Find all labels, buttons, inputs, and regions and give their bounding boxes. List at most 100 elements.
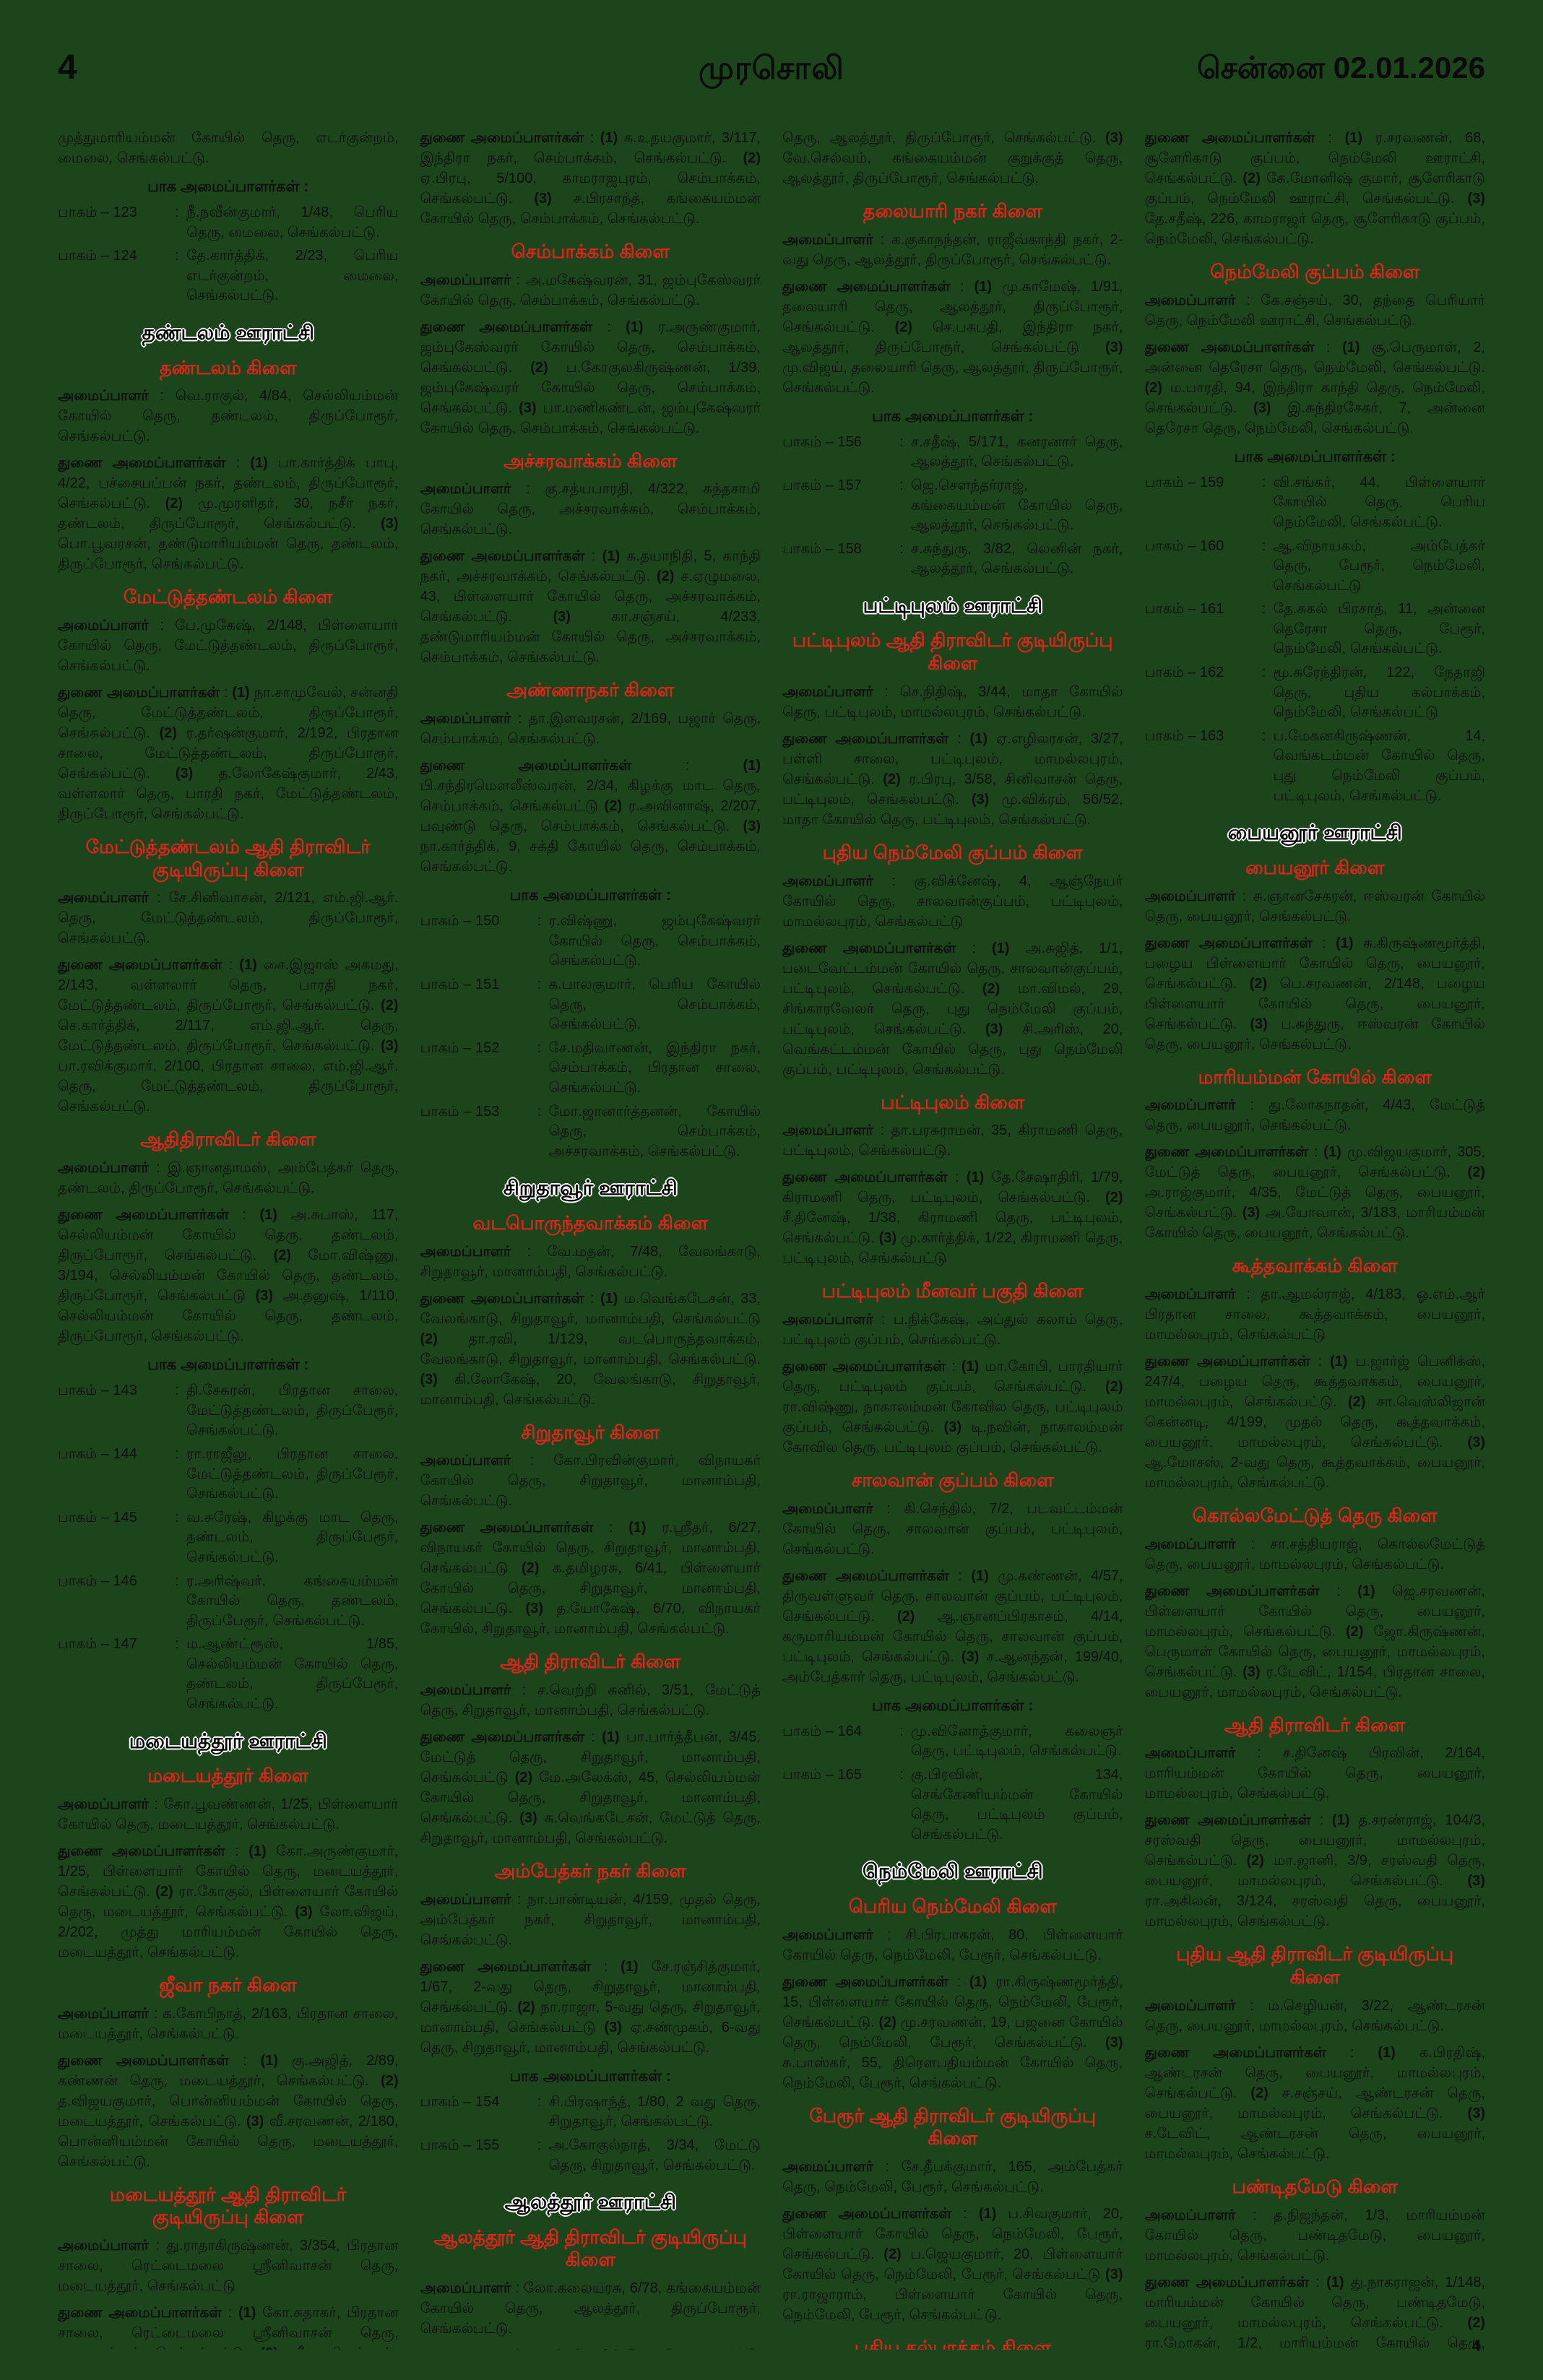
part-text: தே.சுகல் பிரசாத், 11, அன்னை தெரேசா தெரு,… [1273, 601, 1486, 657]
organizer-para: அமைப்பாளர் : சி.பிரபாகரன், 80, பிள்ளையார… [782, 1926, 1123, 1963]
organizer-para: அமைப்பாளர் : சா.சத்தியராஜ், கொல்லமேட்டுத… [1144, 1536, 1486, 1572]
branch-heading: ஆதி திராவிடர் கிளை [500, 1650, 681, 1673]
part-row: பாகம் – 155: அ.கோகுல்நாத், 3/34, மேட்டு த… [420, 2136, 761, 2176]
part-row: பாகம் – 143: தி.சேகரன், பிரதான சாலை, மேட்… [58, 1381, 399, 1441]
part-colon: : [1261, 727, 1266, 744]
branch-heading: கொல்லமேட்டுத் தெரு கிளை [1192, 1504, 1438, 1526]
part-row: பாகம் – 152: சே.மதிவாணன், இந்திரா நகர், ச… [420, 1039, 761, 1099]
footer-page-number: 4 [1471, 2337, 1481, 2355]
part-text: கு.பிரவின், 134, செங்கேணியம்மன் கோயில் த… [911, 1766, 1123, 1843]
branch-heading: பையனூர் கிளை [1245, 856, 1385, 878]
organizer-para: அமைப்பாளர் : கே.சஞ்சய், 30, தந்தை பெரியா… [1144, 292, 1486, 329]
part-colon: : [899, 1766, 904, 1783]
part-number: பாகம் – 146 [58, 1572, 137, 1589]
organizer-para: அமைப்பாளர் : கி.செந்தில், 7/2, படவட்டம்ம… [782, 1500, 1123, 1557]
part-row: பாகம் – 158: ச.சுந்துரு, 3/82, லெனின் நகர… [782, 540, 1123, 579]
part-text: மு.வினோத்குமார், கலைஞர் தெரு, பட்டிபுலம்… [911, 1723, 1123, 1760]
part-colon: : [537, 2093, 542, 2110]
organizer-para: அமைப்பாளர் : தா.இளவரசன், 2/169, பஜார் தெ… [420, 711, 761, 748]
organizer-para: அமைப்பாளர் : கு.விக்னேஷ், 4, ஆஞ்நேயர் கோ… [782, 873, 1123, 930]
deputy-para: துணை அமைப்பாளர்கள் : (1) சை.இஜாஸ் அகமது,… [58, 957, 399, 1115]
organizer-para: அமைப்பாளர் : தா.ஆமல்ராஜ், 4/183, ஓ.எம்.ஆ… [1144, 1286, 1486, 1343]
deputy-para: துணை அமைப்பாளர்கள் : (1) க.தயாநிதி, 5, க… [420, 548, 761, 666]
part-colon: : [175, 204, 179, 220]
part-text: மோ.ஜானார்த்தனன், கோயில் தெரு, செம்பாக்கம… [548, 1103, 761, 1159]
organizer-para: அமைப்பாளர் : வெ.ராகுல், 4/84, செல்லியம்ம… [58, 388, 399, 445]
part-number: பாகம் – 124 [58, 248, 137, 264]
branch-heading: அச்சரவாக்கம் கிளை [503, 449, 678, 472]
organizer-para: அமைப்பாளர் : கு.சத்யபாரதி, 4/322, கந்தசா… [420, 481, 761, 538]
part-row: பாகம் – 163: ப.மேகனகிருஷ்ணன், 14, வெங்கடம… [1145, 727, 1486, 806]
part-row: பாகம் – 151: க.பாலகுமார், பெரிய கோயில் தெ… [420, 975, 761, 1035]
branch-heading: செம்பாக்கம் கிளை [511, 241, 670, 262]
part-text: வ.சுரேஷ், கிழக்கு மாட தெரு, தண்டலம், திர… [186, 1509, 399, 1565]
page-header: 4 முரசொலி சென்னை 02.01.2026 [58, 48, 1485, 98]
deputy-para: துணை அமைப்பாளர்கள் : (1) பி.சந்திரமௌலீஸ்… [420, 758, 761, 875]
organizer-para: அமைப்பாளர் : தா.பரசுராமன், 35, கிராமணி த… [782, 1122, 1123, 1159]
part-number: பாகம் – 151 [420, 976, 500, 992]
column-1: முத்துமாரியம்மன் கோயில் தெரு, எடர்குன்றம… [58, 121, 399, 2350]
part-row: பாகம் – 146: ர.அரிஷ்வர், கங்கையம்மன் கோயி… [58, 1572, 399, 1632]
part-organizers-label: பாக அமைப்பாளர்கள் : [147, 178, 309, 195]
part-colon: : [899, 477, 904, 493]
part-colon: : [899, 540, 904, 557]
part-row: பாகம் – 162: மூ.சுரேந்திரன், 122, நேதாஜி … [1145, 663, 1486, 723]
column-3: தெரு, ஆலத்தூர், திருப்போரூர், செங்கல்பட்… [782, 121, 1123, 2350]
organizer-para: அமைப்பாளர் : லோ.கலையரசு, 6/78, கங்கையம்ம… [420, 2280, 761, 2337]
branch-heading: பெரிய நெம்மேலி கிளை [848, 1895, 1057, 1917]
part-number: பாகம் – 158 [782, 540, 862, 557]
branch-heading: புதிய கல்பாக்கம் கிளை [854, 2337, 1051, 2350]
part-text: ர.அரிஷ்வர், கங்கையம்மன் கோயில் தெரு, தண்… [186, 1572, 399, 1629]
part-number: பாகம் – 123 [58, 204, 137, 220]
branch-heading: பட்டிபுலம் ஆதி திராவிடர் குடியிருப்பு கி… [792, 629, 1113, 675]
deputy-para: துணை அமைப்பாளர்கள் : (1) ர.சரவணன், 68, ச… [1144, 130, 1486, 247]
deputy-para: துணை அமைப்பாளர்கள் : (1) மு.காமேஷ், 1/91… [782, 278, 1123, 396]
deputy-para: துணை அமைப்பாளர்கள் : (1) து.நாகராஜன், 1/… [1144, 2274, 1486, 2350]
para: தெரு, ஆலத்தூர், திருப்போரூர், செங்கல்பட்… [782, 130, 1123, 186]
part-number: பாகம் – 150 [420, 913, 500, 930]
column-2: துணை அமைப்பாளர்கள் : (1) க.உதயகுமார், 3/… [420, 121, 761, 2350]
branch-heading: ஆதிதிராவிடர் கிளை [140, 1128, 316, 1151]
branch-heading: புதிய ஆதி திராவிடர் குடியிருப்பு கிளை [1176, 1943, 1454, 1989]
organizer-para: அமைப்பாளர் : து.லோகநாதன், 4/43, மேட்டுத்… [1144, 1097, 1486, 1134]
organizer-para: அமைப்பாளர் : நா.பாண்டியன், 4/159, முதல் … [420, 1891, 761, 1948]
part-organizers-label: பாக அமைப்பாளர்கள் : [147, 1356, 309, 1374]
part-organizers-label: பாக அமைப்பாளர்கள் : [509, 887, 671, 904]
ooratchi-heading: மடையத்தூர் ஊராட்சி [129, 1729, 327, 1752]
part-colon: : [537, 1039, 542, 1056]
deputy-para: துணை அமைப்பாளர்கள் : (1) ர.அருண்குமார், … [420, 319, 761, 436]
organizer-para: அமைப்பாளர் : ப.நிக்கேஷ், அப்துல் கலாம் த… [782, 1312, 1123, 1349]
organizer-para: அமைப்பாளர் : கோ.பிரவின்குமார், விநாயகர் … [420, 1453, 761, 1510]
part-number: பாகம் – 157 [782, 477, 862, 493]
part-text: ஜெ.சௌந்தர்ராஜ், கங்கையம்மன் கோயில் தெரு,… [911, 477, 1123, 534]
deputy-para: துணை அமைப்பாளர்கள் : (1) ம.வெங்கடேசன், 3… [420, 1290, 761, 1408]
column-4: துணை அமைப்பாளர்கள் : (1) ர.சரவணன், 68, ச… [1145, 121, 1486, 2350]
deputy-para: துணை அமைப்பாளர்கள் : (1) அ.சுஜித், 1/1, … [782, 940, 1123, 1078]
ooratchi-heading: ஆலத்தூர் ஊராட்சி [504, 2191, 676, 2214]
branch-heading: பேரூர் ஆதி திராவிடர் குடியிருப்பு கிளை [809, 2104, 1097, 2150]
part-row: பாகம் – 123: நீ.நவீன்குமார், 1/48, பெரிய … [58, 203, 399, 243]
part-row: பாகம் – 159: வி.சங்கர், 44, பிள்ளையார் கோ… [1145, 473, 1486, 533]
organizer-para: அமைப்பாளர் : சே.தீபக்குமார், 165, அம்பேத… [782, 2159, 1123, 2196]
branch-heading: மடையத்தூர் கிளை [147, 1765, 309, 1787]
part-row: பாகம் – 150: ர.விஷ்ணு, ஜம்புகேஷ்வரர் கோயி… [420, 912, 761, 972]
para: முத்துமாரியம்மன் கோயில் தெரு, எடர்குன்றம… [58, 130, 399, 166]
part-text: தே.கார்த்திக், 2/23, பெரிய எடர்குன்றம், … [186, 248, 399, 304]
part-text: வி.சங்கர், 44, பிள்ளையார் கோயில் தெரு, ப… [1273, 474, 1486, 530]
part-row: பாகம் – 160: ஆ.விநாயகம், அம்பேத்கர் தெரு,… [1145, 537, 1486, 597]
organizer-para: அமைப்பாளர் : வே.மதன், 7/48, வேலங்காடு, ச… [420, 1243, 761, 1280]
branch-heading: பட்டிபுலம் மீனவர் பகுதி கிளை [821, 1280, 1084, 1302]
branch-heading: அம்பேத்கர் நகர் கிளை [494, 1860, 686, 1882]
branch-heading: ஆதி திராவிடர் கிளை [1224, 1713, 1406, 1736]
part-organizers-label: பாக அமைப்பாளர்கள் : [509, 2067, 671, 2085]
part-text: ர.விஷ்ணு, ஜம்புகேஷ்வரர் கோயில் தெரு, செம… [548, 913, 761, 969]
deputy-para: துணை அமைப்பாளர்கள் : (1) க.பிரதிஷ், ஆண்ட… [1144, 2044, 1486, 2162]
organizer-para: அமைப்பாளர் : பே.முகேஷ், 2/148, பிள்ளையார… [58, 618, 399, 674]
deputy-para: துணை அமைப்பாளர்கள் : (1) அ.சுபாஸ், 117, … [58, 1207, 399, 1345]
part-number: பாகம் – 160 [1144, 537, 1224, 554]
branch-heading: மாரியம்மன் கோயில் கிளை [1198, 1065, 1432, 1088]
organizer-para: அமைப்பாளர் : ம.செழியன், 3/22, ஆண்டரசன் த… [1144, 1997, 1486, 2034]
organizer-para: அமைப்பாளர் : ச.வெற்றி சுனில், 3/51, மேட்… [420, 1682, 761, 1719]
deputy-para: துணை அமைப்பாளர்கள் : (1) மா.கோபி, பாரதிய… [782, 1359, 1123, 1456]
part-text: ம.ஆண்ட்ரூஸ், 1/85, செல்லியம்மன் கோயில் த… [186, 1636, 399, 1713]
